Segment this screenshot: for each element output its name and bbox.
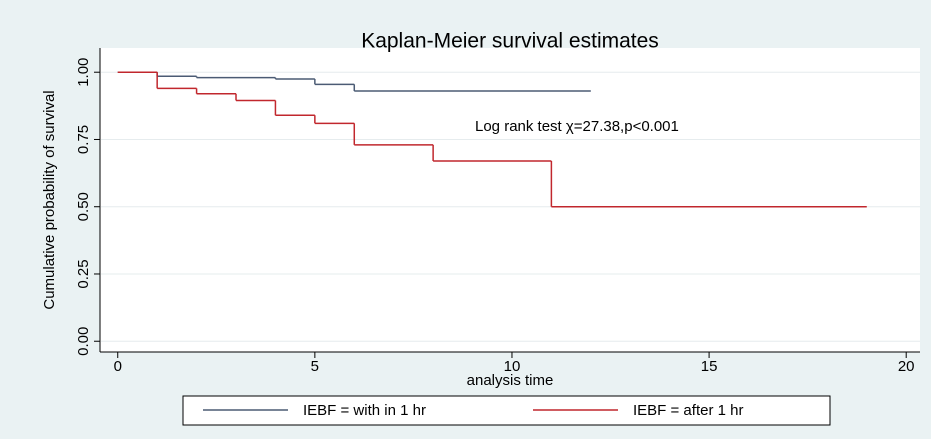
y-tick-label: 0.50 xyxy=(75,192,92,221)
y-tick-label: 0.75 xyxy=(75,125,92,154)
chart-title: Kaplan-Meier survival estimates xyxy=(361,30,659,53)
x-tick-label: 15 xyxy=(701,358,718,375)
y-tick-label: 1.00 xyxy=(75,58,92,87)
x-tick-label: 5 xyxy=(311,358,319,375)
x-tick-label: 20 xyxy=(898,358,915,375)
legend-label: IEBF = with in 1 hr xyxy=(303,402,426,419)
x-tick-label: 0 xyxy=(114,358,122,375)
x-tick-label: 10 xyxy=(504,358,521,375)
y-tick-label: 0.00 xyxy=(75,327,92,356)
x-axis-title: analysis time xyxy=(467,372,554,389)
y-axis-title: Cumulative probability of survival xyxy=(41,90,58,309)
legend-label: IEBF = after 1 hr xyxy=(633,402,743,419)
y-tick-label: 0.25 xyxy=(75,259,92,288)
annotation: Log rank test χ=27.38,p<0.001 xyxy=(475,118,679,135)
legend xyxy=(182,395,831,426)
